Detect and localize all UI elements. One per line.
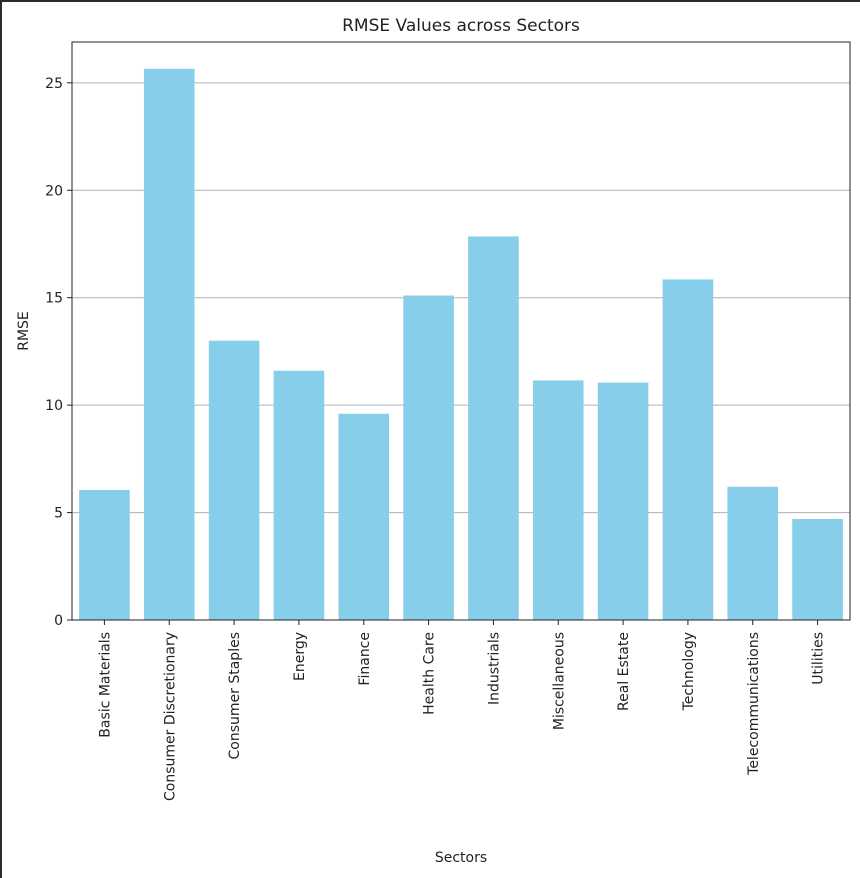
x-tick-label: Telecommunications: [746, 632, 762, 776]
y-tick-label: 0: [54, 613, 63, 629]
x-axis-label: Sectors: [435, 850, 487, 866]
x-tick-label: Miscellaneous: [551, 632, 567, 730]
bar: [792, 519, 843, 620]
x-axis: Basic Materials Consumer Discretionary Con…: [97, 620, 827, 801]
y-tick-label: 25: [45, 76, 63, 92]
y-tick-label: 15: [45, 291, 63, 307]
bar: [273, 370, 325, 620]
y-axis: 0 5 10 15 20 25: [45, 76, 72, 629]
x-tick-label: Technology: [681, 632, 697, 711]
bars: [79, 68, 843, 620]
x-tick-label: Energy: [292, 632, 308, 681]
bar: [532, 380, 584, 620]
bar: [143, 68, 195, 620]
chart-title: RMSE Values across Sectors: [342, 16, 580, 36]
y-axis-label: RMSE: [16, 311, 32, 351]
bar: [208, 340, 260, 620]
x-tick-label: Utilities: [811, 632, 827, 685]
bar: [403, 295, 454, 620]
bar: [338, 413, 390, 620]
bar: [662, 279, 714, 620]
x-tick-label: Consumer Discretionary: [162, 632, 178, 801]
x-tick-label: Real Estate: [616, 632, 632, 711]
gridlines: [72, 82, 850, 514]
x-tick-label: Health Care: [422, 632, 438, 715]
x-tick-label: Finance: [357, 632, 373, 686]
x-tick-label: Industrials: [486, 632, 502, 705]
bar: [597, 382, 649, 620]
bar: [727, 486, 779, 620]
x-tick-label: Consumer Staples: [227, 632, 243, 759]
y-tick-label: 20: [45, 183, 63, 199]
plot-area-border: [71, 41, 851, 621]
x-tick-label: Basic Materials: [97, 632, 113, 738]
bar: [468, 236, 519, 620]
bar: [79, 490, 130, 620]
y-tick-label: 5: [54, 506, 63, 522]
y-tick-label: 10: [45, 398, 63, 414]
